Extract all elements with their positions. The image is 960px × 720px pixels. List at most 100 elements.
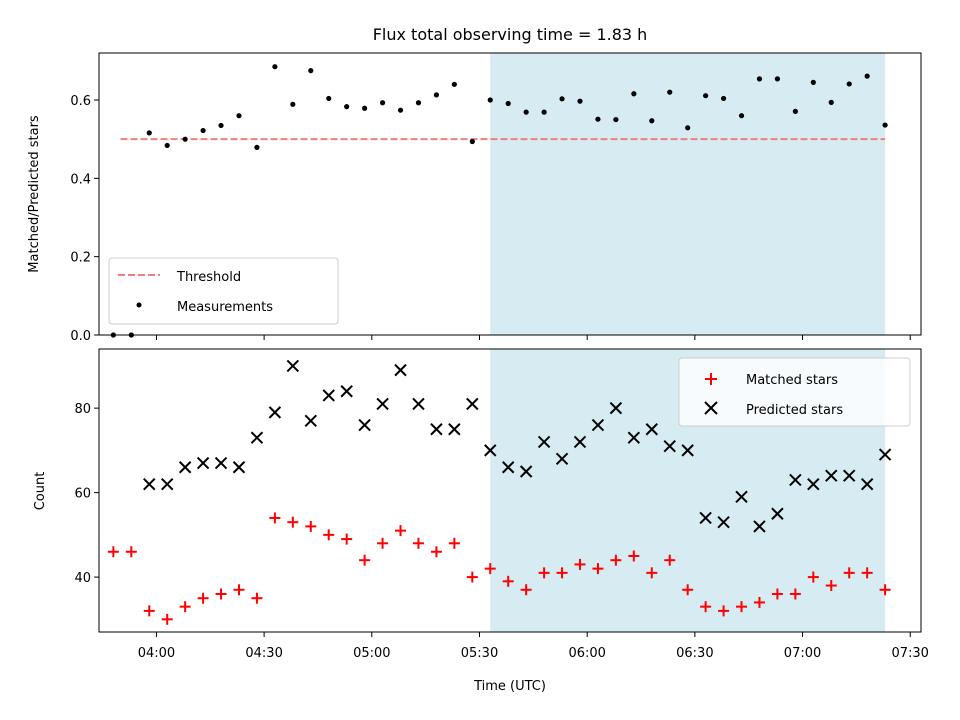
matched-star-point: [269, 512, 281, 524]
predicted-star-point: [555, 452, 569, 466]
x-axis-label: Time (UTC): [473, 679, 546, 694]
bottom-chart: 40 60 80 04:00 04:30 05:00 05:30 06:00 06:30 07:0…: [33, 348, 929, 694]
matched-star-point: [143, 605, 155, 617]
x-tick-label: 04:30: [245, 646, 282, 661]
x-tick-label: 06:30: [676, 646, 713, 661]
x-tick-label: 05:00: [353, 646, 390, 661]
predicted-star-point: [771, 507, 784, 520]
measurement-point: [397, 107, 404, 113]
bottom-legend-box: [678, 357, 911, 427]
measurement-point: [326, 95, 332, 102]
matched-star-point: [861, 567, 873, 579]
matched-star-point: [197, 592, 209, 604]
bottom-y-tick-label: 40: [74, 571, 91, 586]
measurement-point: [379, 100, 386, 106]
measurement-point: [487, 97, 493, 103]
measurement-point: [451, 81, 457, 87]
matched-star-point: [628, 550, 640, 562]
predicted-star-point: [501, 461, 515, 474]
measurement-point: [613, 116, 619, 123]
matched-star-point: [879, 584, 891, 596]
predicted-star-point: [232, 461, 246, 474]
matched-star-point: [251, 592, 263, 604]
matched-star-point: [305, 520, 317, 532]
top-y-axis-label: Matched/Predicted stars: [27, 115, 42, 273]
matched-star-point: [341, 533, 353, 545]
matched-star-point: [395, 525, 407, 537]
legend-measurements-label: Measurements: [177, 300, 273, 315]
predicted-star-point: [376, 397, 389, 411]
matched-star-point: [484, 563, 496, 575]
measurement-point: [846, 81, 852, 87]
measurement-point: [595, 116, 601, 122]
measurement-point: [308, 68, 314, 74]
measurement-point: [236, 113, 242, 119]
predicted-star-point: [663, 439, 676, 453]
legend-predicted-marker: [704, 401, 718, 415]
x-tick-label: 06:00: [568, 646, 605, 661]
legend-threshold-label: Threshold: [176, 270, 241, 285]
predicted-star-point: [699, 511, 712, 525]
measurement-point: [685, 125, 691, 131]
predicted-star-point: [753, 520, 766, 533]
predicted-star-point: [143, 477, 156, 491]
bottom-legend: Matched stars Predicted stars: [678, 357, 911, 427]
legend-predicted-label: Predicted stars: [746, 403, 843, 418]
measurement-point: [505, 100, 511, 107]
top-y-tick-label: 0.4: [70, 172, 91, 187]
predicted-star-point: [843, 469, 856, 482]
top-chart: Flux total observing time = 1.83 h 0.0 0.…: [27, 25, 922, 344]
x-tick-label: 05:30: [461, 646, 498, 661]
top-plot-frame: [98, 52, 922, 336]
legend-measurements-marker: [136, 302, 142, 308]
matched-star-point: [215, 588, 227, 600]
matched-star-point: [466, 571, 478, 583]
chart-title: Flux total observing time = 1.83 h: [373, 25, 648, 44]
measurement-point: [182, 136, 188, 142]
measurement-point: [272, 64, 278, 70]
measurement-point: [254, 144, 260, 150]
top-y-tick-label: 0.0: [70, 329, 91, 344]
predicted-star-point: [250, 431, 264, 444]
measurement-point: [559, 96, 565, 102]
matched-star-point: [825, 580, 837, 592]
measurement-point: [541, 109, 547, 115]
predicted-star-point: [609, 401, 623, 415]
measurement-point: [774, 76, 781, 82]
measurement-point: [290, 101, 296, 107]
predicted-star-point: [627, 431, 641, 444]
measurement-point: [631, 91, 637, 97]
matched-star-point: [646, 567, 658, 579]
top-highlight-span: [490, 53, 886, 335]
predicted-star-point: [322, 389, 335, 402]
predicted-star-point: [178, 461, 192, 474]
predicted-star-point: [430, 423, 443, 436]
predicted-star-point: [735, 490, 748, 504]
x-tick-label: 04:00: [138, 646, 175, 661]
measurement-point: [720, 95, 727, 102]
measurement-point: [433, 92, 440, 98]
predicted-star-point: [519, 465, 533, 478]
predicted-star-point: [196, 456, 210, 470]
predicted-star-point: [412, 397, 425, 411]
matched-star-point: [287, 516, 299, 528]
predicted-star-point: [448, 423, 461, 436]
predicted-star-point: [645, 423, 658, 436]
matched-star-point: [753, 596, 765, 608]
matched-star-point: [323, 529, 335, 541]
top-legend-box: [108, 257, 339, 325]
matched-star-point: [377, 537, 389, 549]
measurement-point: [218, 122, 224, 129]
matched-star-point: [556, 567, 568, 579]
matched-star-point: [807, 571, 819, 583]
measurement-point: [792, 108, 798, 114]
measurement-point: [523, 109, 529, 115]
predicted-star-point: [466, 397, 479, 411]
predicted-star-point: [878, 448, 892, 461]
matched-star-point: [430, 546, 442, 558]
measurement-point: [415, 100, 422, 106]
predicted-star-point: [160, 477, 174, 491]
predicted-star-point: [286, 359, 300, 373]
bottom-y-tick-label: 60: [74, 487, 91, 502]
matched-star-point: [789, 588, 801, 600]
